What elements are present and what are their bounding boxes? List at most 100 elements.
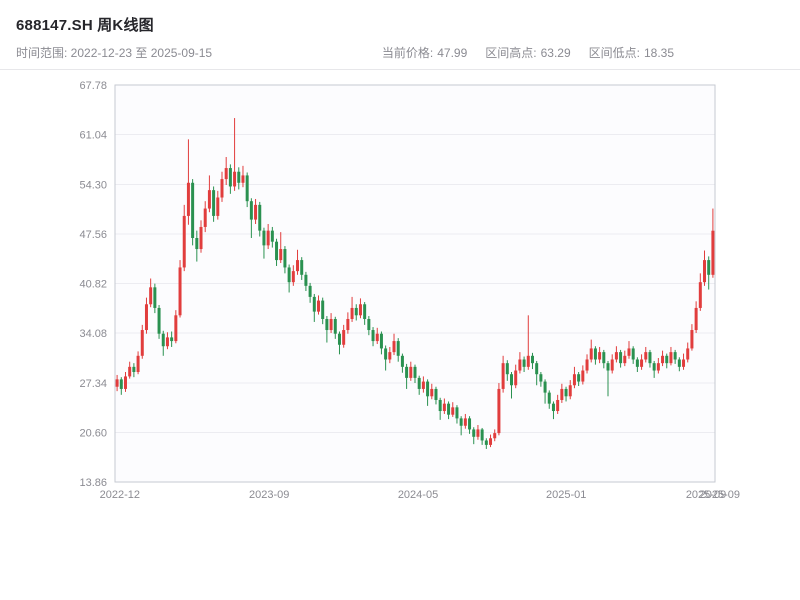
candle-body-down: [212, 190, 216, 216]
candle-body-down: [438, 399, 442, 412]
candle-body-down: [665, 355, 669, 364]
y-axis-tick-label: 54.30: [79, 179, 107, 191]
candle-body-up: [656, 363, 660, 371]
candle-body-up: [388, 352, 392, 360]
candle-body-down: [522, 359, 526, 367]
candle-body-down: [371, 330, 375, 342]
candle-body-up: [690, 330, 694, 349]
sub-header-row: 时间范围: 2022-12-23 至 2025-09-15 当前价格: 47.99…: [16, 44, 784, 61]
candle-body-down: [132, 366, 136, 373]
candle-body-down: [413, 366, 417, 378]
page-title: 688147.SH 周K线图: [16, 17, 154, 34]
y-axis-tick-label: 13.86: [79, 477, 107, 489]
candle-body-up: [686, 348, 690, 360]
candle-body-down: [354, 307, 358, 316]
candle-body-up: [614, 352, 618, 360]
candle-body-down: [275, 241, 279, 261]
candle-body-down: [308, 285, 312, 297]
candle-body-up: [501, 363, 505, 389]
candle-body-up: [598, 352, 602, 360]
candle-body-up: [568, 385, 572, 397]
candle-body-up: [144, 304, 148, 331]
candle-body-up: [342, 330, 346, 345]
candle-body-up: [136, 355, 140, 373]
candle-body-down: [258, 204, 262, 231]
candle-body-up: [698, 282, 702, 308]
candle-body-down: [530, 355, 534, 364]
candle-body-down: [191, 182, 195, 238]
candle-body-up: [140, 330, 144, 356]
stat-label: 区间低点:: [588, 46, 640, 60]
candle-body-up: [115, 379, 119, 387]
candle-body-up: [518, 359, 522, 371]
candle-body-up: [421, 381, 425, 389]
candle-body-up: [585, 359, 589, 371]
candle-body-down: [157, 307, 161, 334]
candle-body-up: [186, 182, 190, 216]
candle-body-down: [551, 403, 555, 412]
y-axis-tick-label: 27.34: [79, 378, 107, 390]
candle-body-up: [442, 403, 446, 412]
stat-label: 当前价格:: [381, 46, 434, 60]
candle-body-down: [287, 267, 291, 283]
candle-body-up: [199, 226, 203, 250]
candle-body-up: [216, 197, 220, 216]
candle-body-up: [123, 376, 127, 389]
candle-body-up: [581, 370, 585, 382]
candle-body-up: [610, 359, 614, 371]
x-axis-tick-label: 2025-09: [700, 489, 740, 501]
candle-body-up: [149, 287, 153, 305]
y-axis-tick-label: 20.60: [79, 427, 107, 439]
candle-body-up: [178, 267, 182, 316]
candle-body-up: [627, 348, 631, 356]
candle-body-up: [346, 318, 350, 331]
candle-body-down: [677, 359, 681, 367]
candle-body-down: [304, 274, 308, 286]
candle-body-up: [497, 388, 501, 434]
candle-body-up: [254, 204, 258, 220]
candle-body-up: [682, 359, 686, 367]
candle-body-down: [480, 429, 484, 441]
candle-body-down: [245, 175, 249, 202]
candle-body-up: [296, 260, 300, 272]
candle-body-down: [270, 230, 274, 242]
candle-body-down: [228, 168, 232, 187]
candle-body-up: [556, 399, 560, 412]
candle-body-down: [337, 333, 341, 345]
candle-body-up: [291, 271, 295, 283]
stat-value: 18.35: [643, 46, 674, 60]
candle-body-down: [400, 355, 404, 367]
candle-body-down: [325, 318, 329, 331]
candle-body-up: [182, 215, 186, 268]
candle-body-down: [635, 359, 639, 367]
candle-body-up: [589, 348, 593, 360]
candle-body-down: [707, 260, 711, 275]
candle-body-down: [648, 352, 652, 364]
candle-body-down: [417, 377, 421, 389]
y-axis-tick-label: 40.82: [79, 279, 107, 291]
candle-body-down: [468, 418, 472, 430]
candle-body-up: [463, 418, 467, 426]
stat-value: 63.29: [540, 46, 571, 60]
stat-range-low: 区间低点: 18.35: [589, 44, 674, 61]
x-axis-tick-label: 2023-09: [249, 489, 289, 501]
candle-body-up: [694, 307, 698, 331]
candle-body-up: [224, 168, 228, 180]
candle-body-up: [392, 341, 396, 353]
candle-body-down: [249, 201, 253, 220]
candle-body-down: [564, 388, 568, 397]
candle-body-up: [711, 230, 715, 275]
candle-body-down: [535, 363, 539, 375]
candle-body-down: [577, 374, 581, 382]
candle-body-down: [363, 304, 367, 319]
candle-body-up: [493, 433, 497, 439]
candle-body-down: [652, 363, 656, 371]
candle-body-up: [703, 260, 707, 283]
candle-body-up: [572, 374, 576, 386]
candle-body-down: [547, 392, 551, 404]
stat-current-price: 当前价格: 47.99: [382, 44, 467, 61]
y-axis-tick-label: 34.08: [79, 328, 107, 340]
y-axis-tick-label: 67.78: [79, 80, 107, 92]
kline-chart: 67.78 61.04 54.30 47.56 40.82 34.08 27.34 20.60…: [79, 80, 740, 501]
candle-body-down: [543, 381, 547, 393]
